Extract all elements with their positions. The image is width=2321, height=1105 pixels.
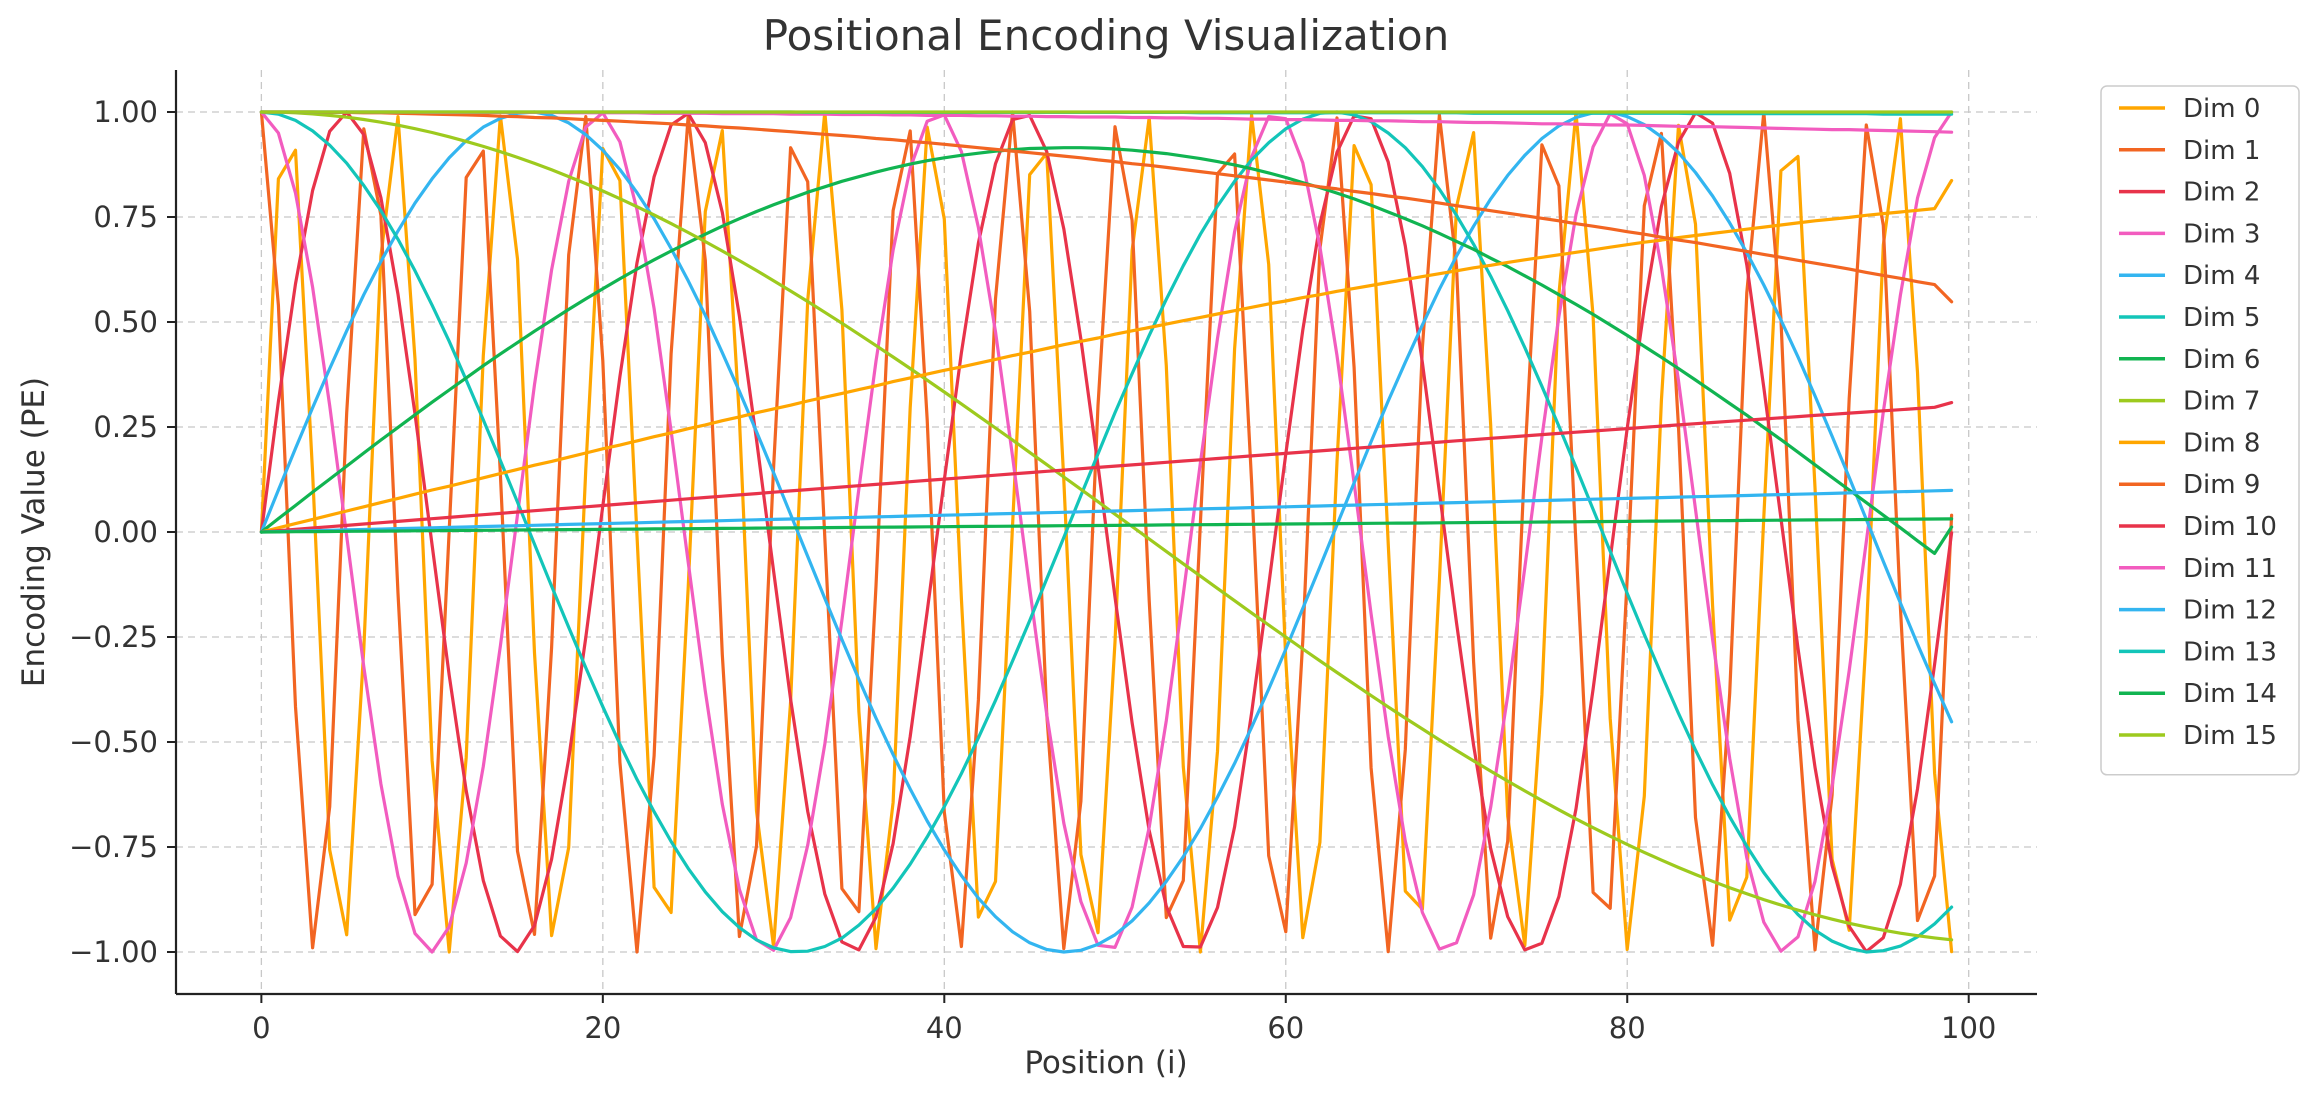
legend-label: Dim 11 bbox=[2183, 554, 2277, 584]
legend-label: Dim 15 bbox=[2183, 721, 2277, 751]
legend-label: Dim 0 bbox=[2183, 94, 2260, 124]
y-tick-label: 1.00 bbox=[93, 95, 158, 129]
legend-item: Dim 5 bbox=[2119, 303, 2260, 333]
legend-label: Dim 2 bbox=[2183, 178, 2260, 208]
legend-label: Dim 9 bbox=[2183, 470, 2260, 500]
y-tick-label: 0.00 bbox=[93, 515, 158, 549]
legend-label: Dim 12 bbox=[2183, 596, 2277, 626]
legend-item: Dim 11 bbox=[2119, 554, 2277, 584]
legend-label: Dim 10 bbox=[2183, 512, 2277, 542]
legend-item: Dim 14 bbox=[2119, 679, 2277, 709]
legend-item: Dim 2 bbox=[2119, 178, 2260, 208]
series-line-dim-6 bbox=[259, 146, 1954, 556]
x-tick-label: 40 bbox=[926, 1011, 963, 1045]
legend-item: Dim 12 bbox=[2119, 596, 2277, 626]
legend-item: Dim 9 bbox=[2119, 470, 2260, 500]
y-tick-label: −0.75 bbox=[69, 830, 158, 864]
y-tick-label: −0.25 bbox=[69, 620, 158, 654]
x-tick-label: 0 bbox=[252, 1011, 270, 1045]
legend-item: Dim 0 bbox=[2119, 94, 2260, 124]
legend: Dim 0 Dim 1 Dim 2 Dim 3 Dim 4 Dim 5 Dim 6 Dim 7… bbox=[2100, 85, 2300, 776]
legend-label: Dim 1 bbox=[2183, 136, 2260, 166]
legend-item: Dim 13 bbox=[2119, 637, 2277, 667]
legend-item: Dim 8 bbox=[2119, 428, 2260, 458]
legend-item: Dim 4 bbox=[2119, 261, 2260, 291]
legend-label: Dim 6 bbox=[2183, 345, 2260, 375]
x-tick-label: 20 bbox=[584, 1011, 621, 1045]
series-line-dim-5 bbox=[259, 110, 1954, 954]
legend-item: Dim 7 bbox=[2119, 387, 2260, 417]
series-line-dim-2 bbox=[259, 110, 1954, 954]
legend-label: Dim 14 bbox=[2183, 679, 2277, 709]
series-line-dim-12 bbox=[259, 488, 1954, 534]
legend-item: Dim 1 bbox=[2119, 136, 2260, 166]
legend-label: Dim 5 bbox=[2183, 303, 2260, 333]
chart-title: Positional Encoding Visualization bbox=[763, 11, 1449, 60]
y-tick-label: −1.00 bbox=[69, 935, 158, 969]
series-layer bbox=[259, 110, 1954, 954]
y-tick-label: 0.25 bbox=[93, 410, 158, 444]
y-tick-label: −0.50 bbox=[69, 725, 158, 759]
y-tick-label: 0.75 bbox=[93, 200, 158, 234]
legend-item: Dim 15 bbox=[2119, 721, 2277, 751]
legend-label: Dim 13 bbox=[2183, 637, 2277, 667]
x-tick-label: 100 bbox=[1941, 1011, 1996, 1045]
legend-label: Dim 8 bbox=[2183, 428, 2260, 458]
legend-item: Dim 10 bbox=[2119, 512, 2277, 542]
x-tick-label: 80 bbox=[1609, 1011, 1646, 1045]
series-line-dim-14 bbox=[259, 517, 1954, 534]
legend-label: Dim 3 bbox=[2183, 219, 2260, 249]
legend-label: Dim 4 bbox=[2183, 261, 2260, 291]
y-tick-label: 0.50 bbox=[93, 305, 158, 339]
x-tick-label: 60 bbox=[1267, 1011, 1304, 1045]
series-line-dim-10 bbox=[259, 401, 1954, 534]
series-line-dim-7 bbox=[259, 110, 1954, 942]
axes-layer: 0 20 40 60 80 100 1.00 0.75 0.50 0.25 0.00 −0.25 −0.… bbox=[69, 70, 2037, 1045]
series-line-dim-1 bbox=[259, 110, 1954, 954]
legend-item: Dim 6 bbox=[2119, 345, 2260, 375]
legend-box bbox=[2100, 85, 2300, 776]
legend-label: Dim 7 bbox=[2183, 387, 2260, 417]
legend-item: Dim 3 bbox=[2119, 219, 2260, 249]
x-axis-label: Position (i) bbox=[1024, 1045, 1187, 1081]
series-line-dim-9 bbox=[259, 110, 1954, 304]
y-axis-label: Encoding Value (PE) bbox=[16, 377, 52, 687]
